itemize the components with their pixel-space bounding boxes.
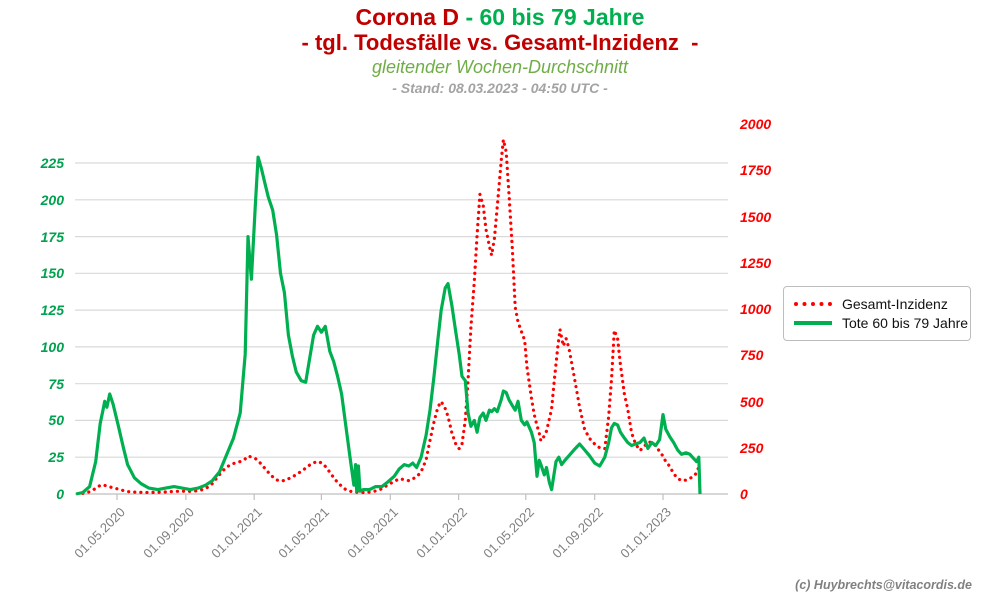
y-right-tick-label: 1500 <box>740 209 772 225</box>
y-right-tick-label: 250 <box>740 440 764 456</box>
chart-title-red: Corona D <box>355 4 466 30</box>
chart-subtitle2: gleitender Wochen-Durchschnitt <box>371 57 629 77</box>
y-left-tick-label: 25 <box>48 449 64 465</box>
copyright-text: (c) Huybrechts@vitacordis.de <box>795 578 972 592</box>
legend-swatch-solid-green <box>794 320 832 325</box>
series-tote-line <box>75 155 702 496</box>
series-inzidenz-line <box>81 138 701 495</box>
y-left-tick-label: 225 <box>40 155 64 171</box>
y-left-tick-label: 150 <box>40 265 64 281</box>
chart-title-green: - 60 bis 79 Jahre <box>465 4 645 30</box>
y-left-tick-label: 200 <box>40 192 64 208</box>
y-right-tick-label: 1750 <box>740 162 772 178</box>
y-left-tick-label: 50 <box>48 412 64 428</box>
y-right-tick-label: 2000 <box>740 116 772 132</box>
legend-item-inzidenz: Gesamt-Inzidenz <box>794 294 960 313</box>
legend-swatch-dotted-red <box>794 301 832 306</box>
chart-subtitle: - tgl. Todesfälle vs. Gesamt-Inzidenz - <box>301 30 699 55</box>
title-block: Corona D - 60 bis 79 Jahre - tgl. Todesf… <box>0 4 1000 98</box>
y-left-tick-label: 0 <box>56 486 64 502</box>
y-left-tick-label: 75 <box>48 376 64 392</box>
chart-stand-line: - Stand: 08.03.2023 - 04:50 UTC - <box>392 80 608 96</box>
y-right-tick-label: 500 <box>740 394 764 410</box>
y-right-tick-label: 750 <box>740 347 764 363</box>
y-left-tick-label: 175 <box>40 229 64 245</box>
legend: Gesamt-Inzidenz Tote 60 bis 79 Jahre <box>783 286 971 341</box>
y-right-tick-label: 1250 <box>740 255 772 271</box>
y-left-tick-label: 125 <box>40 302 64 318</box>
legend-label: Gesamt-Inzidenz <box>842 295 948 312</box>
y-right-tick-label: 1000 <box>740 301 772 317</box>
legend-item-tote: Tote 60 bis 79 Jahre <box>794 313 968 332</box>
y-left-tick-label: 100 <box>40 339 64 355</box>
chart-title: Corona D - 60 bis 79 Jahre <box>0 4 1000 30</box>
y-right-tick-label: 0 <box>740 486 748 502</box>
legend-label: Tote 60 bis 79 Jahre <box>842 314 969 331</box>
